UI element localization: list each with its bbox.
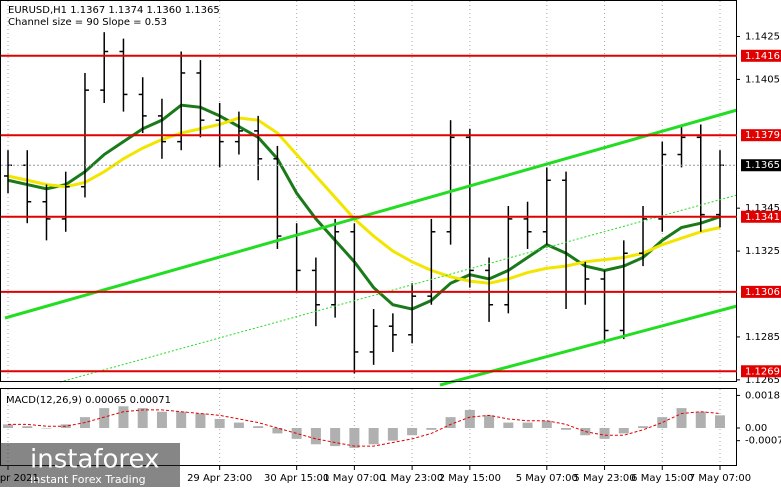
- macd-bar: [22, 426, 33, 428]
- y-tick-label: 0.00: [745, 423, 767, 434]
- chart-title: EURUSD,H1 1.1367 1.1374 1.1360 1.1365: [8, 5, 220, 16]
- macd-bar: [695, 411, 706, 428]
- level-label-box: [741, 129, 781, 142]
- trend-line: [59, 194, 738, 383]
- watermark-tagline: Instant Forex Trading: [30, 473, 146, 486]
- macd-bar: [195, 413, 206, 428]
- y-tick-label: 1.1265: [745, 375, 780, 386]
- macd-bar: [503, 422, 514, 428]
- macd-panel-border: [0, 388, 737, 466]
- chart-subtitle: Channel size = 90 Slope = 0.53: [8, 17, 167, 28]
- plot: [1, 1, 737, 470]
- macd-bar: [118, 406, 129, 428]
- macd-title: MACD(12,26,9) 0.00065 0.00071: [6, 395, 171, 406]
- x-tick-label: 7 May 07:00: [689, 473, 751, 484]
- watermark-brand: instaforex: [30, 445, 159, 475]
- x-tick-label: 30 Apr 15:00: [264, 473, 329, 484]
- macd-bar: [41, 428, 52, 429]
- macd-bar: [3, 424, 13, 428]
- macd-bar: [272, 428, 283, 434]
- macd-bar: [99, 408, 110, 428]
- macd-bar: [484, 415, 495, 428]
- level-label-box: [741, 210, 781, 223]
- last-price-label: 1.1365: [745, 160, 780, 171]
- macd-bar: [387, 428, 398, 441]
- macd-bar: [156, 411, 167, 428]
- moving-average: [7, 103, 721, 311]
- macd-bar: [330, 428, 341, 447]
- macd-bar: [233, 422, 244, 428]
- macd-bar: [214, 418, 225, 428]
- macd-bar: [541, 420, 552, 428]
- level-label: 1.1379: [745, 130, 780, 141]
- y-tick-label: 1.1425: [745, 31, 780, 42]
- macd-bar: [137, 408, 148, 428]
- level-label: 1.1341: [745, 212, 780, 223]
- macd-bar: [349, 428, 360, 448]
- level-label-box: [741, 285, 781, 298]
- macd-bar: [715, 415, 725, 428]
- macd-bar: [407, 428, 418, 436]
- last-price-box: [741, 159, 781, 172]
- macd-signal: [8, 409, 721, 447]
- macd-bar: [464, 409, 475, 428]
- level-label-box: [741, 365, 781, 378]
- y-tick-label: 0.0018: [745, 390, 780, 401]
- y-tick-label: -0.0007: [745, 436, 781, 447]
- trend-line: [4, 108, 738, 320]
- watermark-box: [0, 443, 180, 487]
- x-tick-label: 5 May 23:00: [573, 473, 635, 484]
- x-tick-label: 29 Apr 23:00: [187, 473, 252, 484]
- y-tick-label: 1.1325: [745, 246, 780, 257]
- y-tick-label: 1.1285: [745, 332, 780, 343]
- level-label: 1.1269: [745, 366, 780, 377]
- price-panel-border: [0, 0, 737, 382]
- moving-average: [7, 116, 721, 285]
- macd-bar: [368, 428, 379, 445]
- macd-bar: [310, 428, 321, 445]
- y-tick-label: 1.1345: [745, 203, 780, 214]
- level-label: 1.1416: [745, 51, 780, 62]
- macd-bar: [561, 428, 572, 430]
- macd-bar: [291, 428, 302, 439]
- x-tick-label: 5 May 07:00: [516, 473, 578, 484]
- level-label: 1.1306: [745, 287, 780, 298]
- y-tick-label: 1.1405: [745, 74, 780, 85]
- macd-bar: [657, 417, 668, 428]
- x-tick-label: 1 May 07:00: [323, 473, 385, 484]
- macd-bar: [253, 426, 264, 428]
- x-tick-label: 2 May 15:00: [439, 473, 501, 484]
- x-tick-label: 1 May 23:00: [381, 473, 443, 484]
- level-label-box: [741, 49, 781, 62]
- macd-bar: [676, 408, 687, 428]
- x-tick-label: 6 May 15:00: [631, 473, 693, 484]
- macd-bar: [176, 411, 187, 428]
- macd-bar: [599, 428, 610, 439]
- macd-bar: [618, 428, 629, 434]
- macd-bar: [522, 422, 533, 428]
- macd-bar: [445, 417, 456, 428]
- macd-bar: [638, 426, 649, 428]
- x-tick-label: 25 Apr 2021: [0, 473, 39, 484]
- macd-bar: [426, 428, 437, 430]
